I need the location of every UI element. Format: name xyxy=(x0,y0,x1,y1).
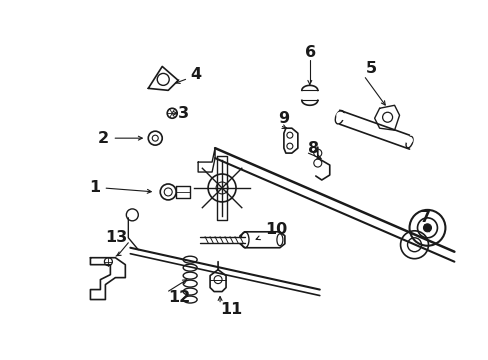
Circle shape xyxy=(423,224,430,232)
Text: 7: 7 xyxy=(419,210,430,225)
Text: 1: 1 xyxy=(89,180,100,195)
Text: 8: 8 xyxy=(307,141,318,156)
Text: 9: 9 xyxy=(277,111,288,126)
Text: 3: 3 xyxy=(178,106,189,121)
Text: 11: 11 xyxy=(220,302,242,317)
Text: 5: 5 xyxy=(365,61,376,76)
Text: 6: 6 xyxy=(304,45,315,60)
Text: 2: 2 xyxy=(97,131,108,146)
Text: 10: 10 xyxy=(264,222,286,237)
Text: 4: 4 xyxy=(190,67,201,82)
Text: 13: 13 xyxy=(105,230,127,245)
Text: 12: 12 xyxy=(168,290,190,305)
